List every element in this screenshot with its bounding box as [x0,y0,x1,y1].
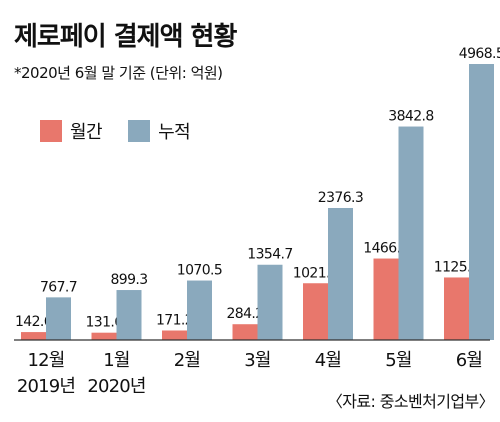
bar-monthly-3 [162,330,187,340]
chart-legend: 월간 누적 [40,118,216,144]
legend-label-monthly: 월간 [70,122,103,143]
value-label-monthly-7: 1125.7 [434,259,479,275]
legend-item-monthly: 월간 [40,118,103,144]
value-label-cumulative-3: 1070.5 [177,263,222,279]
value-label-cumulative-6: 3842.8 [388,109,433,125]
bar-cumulative-2 [116,290,142,340]
bar-monthly-5 [303,283,328,340]
x-tick-label-5: 4월 [315,350,341,371]
bar-monthly-7 [444,277,469,340]
value-label-monthly-3: 171.2 [156,312,193,328]
value-label-cumulative-1: 767.7 [40,279,77,295]
legend-label-cumulative: 누적 [158,122,191,143]
chart-subtitle: *2020년 6월 말 기준 (단위: 억원) [14,64,223,82]
bar-monthly-4 [232,324,258,340]
value-label-cumulative-2: 899.3 [110,272,147,288]
x-year-label-2: 2020년 [87,376,145,397]
x-tick-label-6: 5월 [385,350,411,371]
value-label-monthly-6: 1466.5 [363,241,408,257]
bar-monthly-1 [21,332,46,340]
bar-cumulative-4 [257,264,283,340]
value-label-monthly-2: 131.6 [85,315,123,331]
x-tick-label-7: 6월 [456,350,482,371]
x-tick-label-2: 1월 [103,350,129,371]
bar-cumulative-5 [328,207,353,340]
legend-swatch-monthly [40,120,62,142]
value-label-monthly-4: 284.2 [226,306,263,322]
legend-item-cumulative: 누적 [128,118,191,144]
value-label-monthly-5: 1021.6 [293,265,339,281]
bar-cumulative-6 [398,126,424,340]
bar-cumulative-7 [469,64,494,340]
value-label-cumulative-7: 4968.5 [459,46,500,62]
value-label-cumulative-5: 2376.3 [318,190,363,206]
value-label-cumulative-4: 1354.7 [247,247,292,263]
bar-cumulative-1 [46,297,71,340]
bar-monthly-6 [373,258,399,340]
chart-source: 〈자료: 중소벤처기업부〉 [326,392,495,411]
x-tick-label-1: 12월 [27,350,64,371]
chart-title: 제로페이 결제액 현황 [14,22,237,52]
bar-monthly-2 [91,332,117,340]
x-tick-label-4: 3월 [244,350,270,371]
x-tick-label-3: 2월 [174,350,200,371]
bar-cumulative-3 [187,280,212,340]
value-label-monthly-1: 142.6 [15,314,53,330]
legend-swatch-cumulative [128,120,151,142]
x-year-label-1: 2019년 [17,376,75,397]
